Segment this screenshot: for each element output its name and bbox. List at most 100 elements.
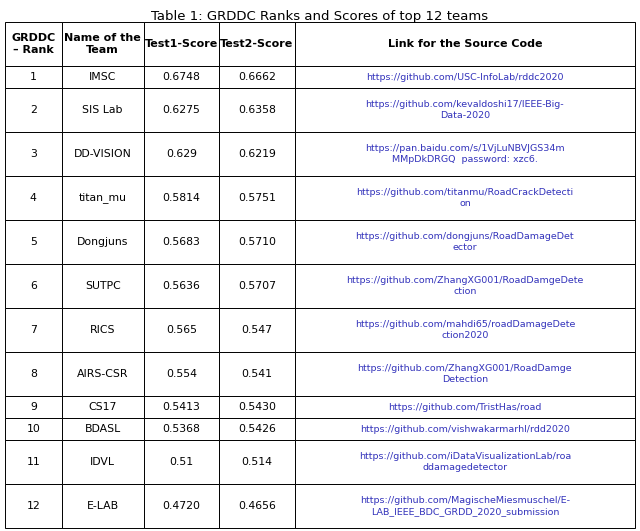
- Bar: [295, 352, 635, 396]
- Text: Test2-Score: Test2-Score: [220, 39, 294, 49]
- Bar: [219, 220, 295, 264]
- Text: 0.6358: 0.6358: [238, 105, 276, 115]
- Bar: [61, 176, 143, 220]
- Text: 0.514: 0.514: [241, 457, 273, 467]
- Text: 0.5636: 0.5636: [163, 281, 200, 291]
- Bar: [143, 66, 219, 88]
- Bar: [143, 220, 219, 264]
- Text: titan_mu: titan_mu: [79, 193, 127, 203]
- Text: CS17: CS17: [88, 402, 117, 412]
- Text: 0.51: 0.51: [170, 457, 193, 467]
- Bar: [219, 88, 295, 132]
- Bar: [61, 396, 143, 418]
- Text: 0.547: 0.547: [241, 325, 273, 335]
- Bar: [219, 66, 295, 88]
- Bar: [143, 484, 219, 528]
- Text: AIRS-CSR: AIRS-CSR: [77, 369, 129, 379]
- Text: E-LAB: E-LAB: [86, 501, 118, 511]
- Text: https://pan.baidu.com/s/1VjLuNBVJGS34m
MMpDkDRGQ  password: xzc6.: https://pan.baidu.com/s/1VjLuNBVJGS34m M…: [365, 144, 564, 164]
- Bar: [143, 308, 219, 352]
- Text: https://github.com/titanmu/RoadCrackDetecti
on: https://github.com/titanmu/RoadCrackDete…: [356, 188, 573, 208]
- Text: 0.5430: 0.5430: [238, 402, 276, 412]
- Bar: [219, 418, 295, 440]
- Bar: [61, 264, 143, 308]
- Text: https://github.com/mahdi65/roadDamageDete
ction2020: https://github.com/mahdi65/roadDamageDet…: [355, 320, 575, 340]
- Text: 0.5751: 0.5751: [238, 193, 276, 203]
- Bar: [5, 88, 61, 132]
- Text: SUTPC: SUTPC: [84, 281, 120, 291]
- Text: https://github.com/dongjuns/RoadDamageDet
ector: https://github.com/dongjuns/RoadDamageDe…: [356, 232, 574, 252]
- Bar: [295, 418, 635, 440]
- Text: 0.6275: 0.6275: [163, 105, 200, 115]
- Text: 0.5710: 0.5710: [238, 237, 276, 247]
- Text: Table 1: GRDDC Ranks and Scores of top 12 teams: Table 1: GRDDC Ranks and Scores of top 1…: [152, 10, 488, 23]
- Bar: [61, 308, 143, 352]
- Text: RICS: RICS: [90, 325, 115, 335]
- Text: 7: 7: [30, 325, 36, 335]
- Bar: [5, 396, 61, 418]
- Bar: [143, 418, 219, 440]
- Text: 0.6748: 0.6748: [163, 72, 200, 82]
- Text: 0.4720: 0.4720: [163, 501, 200, 511]
- Bar: [143, 352, 219, 396]
- Bar: [5, 352, 61, 396]
- Text: 0.5413: 0.5413: [163, 402, 200, 412]
- Bar: [61, 66, 143, 88]
- Text: 0.6219: 0.6219: [238, 149, 276, 159]
- Text: https://github.com/iDataVisualizationLab/roa
ddamagedetector: https://github.com/iDataVisualizationLab…: [359, 452, 571, 472]
- Text: https://github.com/vishwakarmarhl/rdd2020: https://github.com/vishwakarmarhl/rdd202…: [360, 424, 570, 433]
- Bar: [61, 440, 143, 484]
- Text: 1: 1: [30, 72, 36, 82]
- Bar: [295, 440, 635, 484]
- Bar: [219, 132, 295, 176]
- Bar: [5, 440, 61, 484]
- Text: 0.5814: 0.5814: [163, 193, 200, 203]
- Bar: [5, 220, 61, 264]
- Text: https://github.com/ZhangXG001/RoadDamgeDete
ction: https://github.com/ZhangXG001/RoadDamgeD…: [346, 276, 584, 296]
- Bar: [219, 352, 295, 396]
- Text: 0.5707: 0.5707: [238, 281, 276, 291]
- Text: IDVL: IDVL: [90, 457, 115, 467]
- Text: Link for the Source Code: Link for the Source Code: [388, 39, 542, 49]
- Bar: [61, 484, 143, 528]
- Text: IMSC: IMSC: [89, 72, 116, 82]
- Bar: [5, 176, 61, 220]
- Text: https://github.com/ZhangXG001/RoadDamge
Detection: https://github.com/ZhangXG001/RoadDamge …: [358, 364, 572, 384]
- Bar: [219, 22, 295, 66]
- Bar: [5, 66, 61, 88]
- Text: 6: 6: [30, 281, 36, 291]
- Bar: [295, 484, 635, 528]
- Bar: [295, 22, 635, 66]
- Bar: [219, 308, 295, 352]
- Bar: [143, 176, 219, 220]
- Text: 2: 2: [30, 105, 36, 115]
- Text: 0.565: 0.565: [166, 325, 197, 335]
- Text: 0.5426: 0.5426: [238, 424, 276, 434]
- Bar: [143, 132, 219, 176]
- Bar: [61, 22, 143, 66]
- Bar: [61, 132, 143, 176]
- Bar: [295, 176, 635, 220]
- Bar: [219, 396, 295, 418]
- Text: 0.5368: 0.5368: [163, 424, 200, 434]
- Text: https://github.com/USC-InfoLab/rddc2020: https://github.com/USC-InfoLab/rddc2020: [366, 73, 564, 81]
- Text: Dongjuns: Dongjuns: [77, 237, 129, 247]
- Text: DD-VISION: DD-VISION: [74, 149, 132, 159]
- Text: 11: 11: [26, 457, 40, 467]
- Bar: [295, 66, 635, 88]
- Bar: [61, 88, 143, 132]
- Bar: [143, 440, 219, 484]
- Text: 10: 10: [26, 424, 40, 434]
- Bar: [61, 352, 143, 396]
- Text: 0.4656: 0.4656: [238, 501, 276, 511]
- Bar: [219, 176, 295, 220]
- Bar: [219, 440, 295, 484]
- Bar: [143, 88, 219, 132]
- Bar: [5, 22, 61, 66]
- Text: 0.554: 0.554: [166, 369, 197, 379]
- Bar: [5, 484, 61, 528]
- Text: 12: 12: [26, 501, 40, 511]
- Text: 5: 5: [30, 237, 36, 247]
- Text: https://github.com/TristHas/road: https://github.com/TristHas/road: [388, 402, 541, 412]
- Text: SIS Lab: SIS Lab: [83, 105, 123, 115]
